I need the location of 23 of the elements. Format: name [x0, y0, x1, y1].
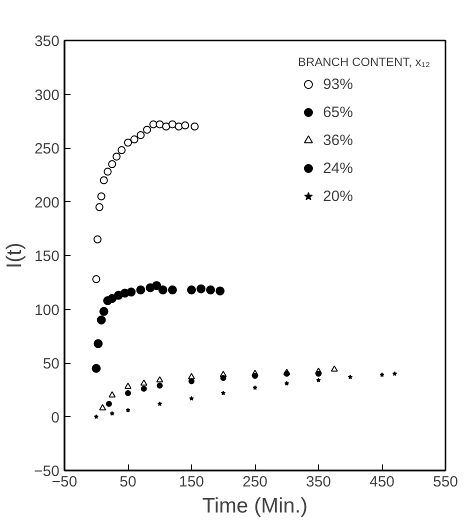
- x-tick-label: 550: [432, 474, 458, 490]
- legend-label: 93%: [322, 76, 353, 92]
- legend-label: 24%: [322, 160, 353, 176]
- x-tick-label: 450: [369, 474, 395, 490]
- y-tick-label: 350: [34, 33, 60, 50]
- x-tick-label: 350: [306, 474, 332, 490]
- x-tick-label: 250: [242, 474, 268, 490]
- x-axis-title: Time (Min.): [202, 494, 308, 518]
- y-tick-label: 150: [34, 248, 60, 265]
- legend-label: 20%: [322, 188, 353, 204]
- x-tick-label: 150: [178, 474, 204, 490]
- y-tick-label: 300: [34, 86, 60, 104]
- x-tick-label: 50: [120, 474, 136, 490]
- legend-label: 65%: [322, 104, 353, 120]
- y-tick-label: 200: [34, 194, 60, 212]
- y-tick-label: 250: [34, 140, 60, 158]
- y-tick-label: 0: [51, 409, 60, 426]
- y-tick-label: −50: [34, 463, 60, 480]
- y-tick-label: 50: [42, 356, 60, 372]
- y-tick-label: 100: [34, 302, 60, 319]
- legend-title: BRANCH CONTENT, x₁₂: [298, 55, 430, 69]
- legend-label: 36%: [322, 132, 353, 148]
- y-axis-title: I(t): [3, 242, 26, 268]
